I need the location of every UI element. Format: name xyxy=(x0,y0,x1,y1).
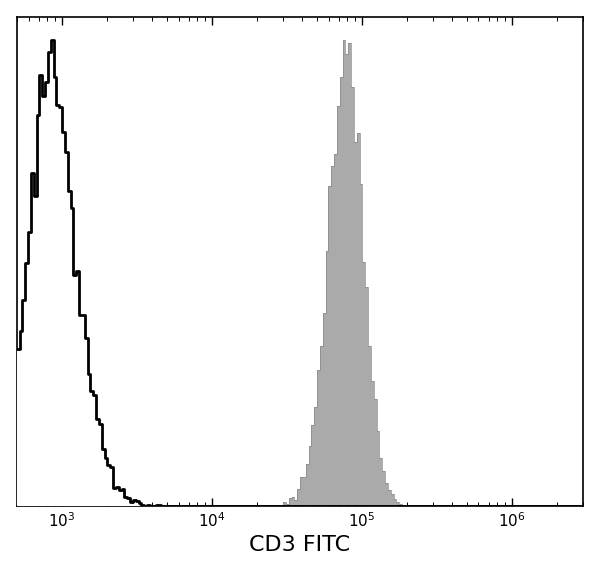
X-axis label: CD3 FITC: CD3 FITC xyxy=(250,535,350,555)
